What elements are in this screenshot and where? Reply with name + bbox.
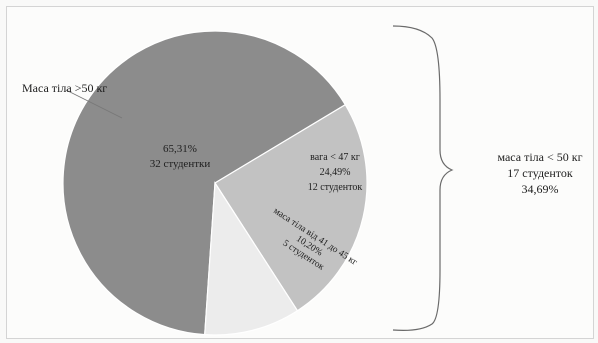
group-annotation-line-3: 34,69% (522, 182, 559, 196)
pie-slices (62, 30, 368, 336)
pie-slice-3 (204, 181, 299, 336)
pie-slice-2 (214, 103, 368, 312)
group-brace (392, 25, 454, 331)
slice-1-percent-label: 65,31% (163, 143, 197, 155)
group-annotation-line-1: маса тіла < 50 кг (497, 150, 582, 164)
callout-label: Маса тіла >50 кг (22, 81, 107, 95)
slice-1-count-label: 32 студентки (150, 158, 211, 170)
group-annotation-line-2: 17 студенток (507, 166, 573, 180)
pie-slice-1 (62, 30, 347, 336)
slice-2-count-label: 12 студенток (308, 182, 363, 193)
slice-2-category-label: вага < 47 кг (310, 152, 360, 163)
slice-2-percent-label: 24,49% (320, 167, 351, 178)
callout-leader-line (65, 89, 123, 119)
